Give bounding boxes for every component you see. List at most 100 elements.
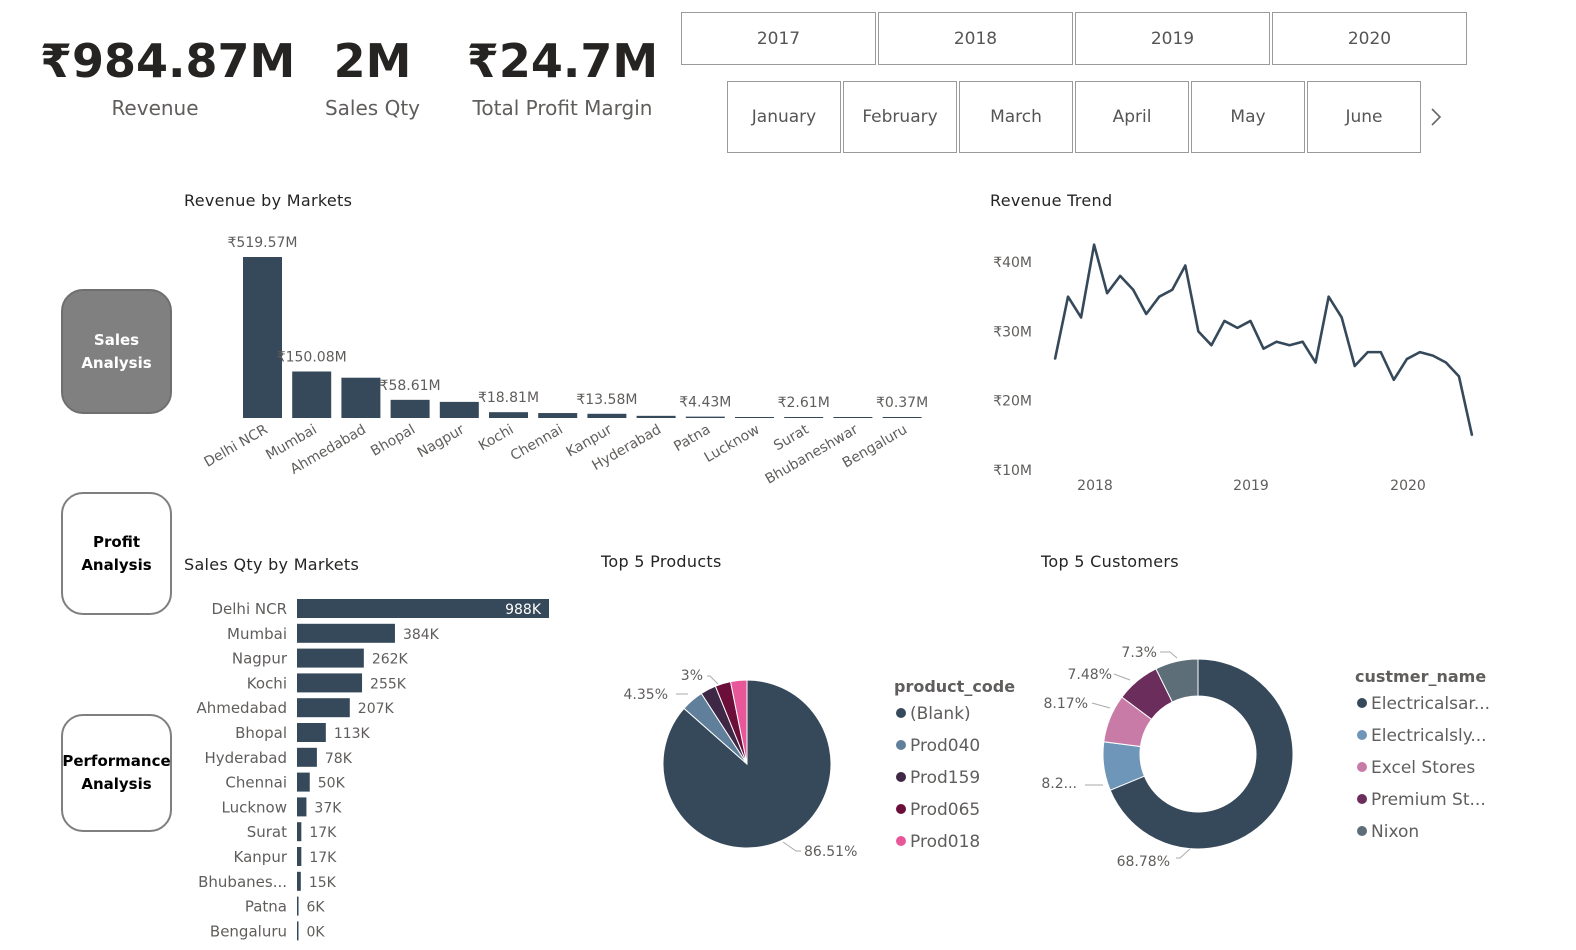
slice-label: 8.2...: [1041, 776, 1077, 792]
point: [1458, 375, 1460, 378]
y-tick-label: Patna: [245, 898, 287, 916]
bar: [243, 257, 282, 418]
point: [1262, 347, 1265, 350]
leader-line: [782, 841, 801, 852]
year-button-2020[interactable]: 2020: [1272, 12, 1467, 65]
slice-label: 7.3%: [1121, 645, 1157, 661]
data-label: 78K: [325, 751, 353, 767]
legend-marker: [1357, 762, 1367, 772]
month-button-april[interactable]: April: [1075, 81, 1189, 153]
bar: [297, 648, 364, 668]
data-label: ₹2.61M: [778, 395, 830, 411]
sales-qty-by-markets-title: Sales Qty by Markets: [184, 555, 360, 574]
year-button-2017[interactable]: 2017: [681, 12, 876, 65]
point: [1379, 351, 1382, 353]
legend-entry: Electricalsar...: [1371, 694, 1490, 714]
bar: [297, 599, 549, 618]
point: [1301, 340, 1304, 343]
legend-marker: [1357, 826, 1367, 836]
x-tick-label: Bhopal: [368, 422, 418, 460]
month-button-may[interactable]: May: [1191, 81, 1305, 153]
month-button-january[interactable]: January: [727, 81, 841, 153]
y-tick-label: Kochi: [247, 674, 287, 692]
data-label: 50K: [318, 776, 346, 792]
legend-entry: Prod065: [910, 800, 980, 820]
legend-entry: Premium St...: [1371, 790, 1486, 810]
month-button-february[interactable]: February: [843, 81, 957, 153]
performance-analysis-nav-button[interactable]: Performance Analysis: [61, 714, 172, 832]
month-button-march[interactable]: March: [959, 81, 1073, 153]
point: [1197, 330, 1200, 333]
data-label: 207K: [358, 701, 395, 717]
top-5-products-title: Top 5 Products: [601, 552, 722, 571]
legend-entry: Prod159: [910, 768, 980, 788]
legend-marker: [1357, 794, 1367, 804]
data-label: 988K: [505, 602, 542, 618]
point: [1445, 361, 1447, 364]
leader-line: [707, 675, 719, 685]
point: [1054, 358, 1056, 360]
data-label: ₹13.58M: [576, 392, 637, 408]
bar: [297, 921, 299, 941]
kpi-profit-margin-value: ₹24.7M: [466, 34, 659, 88]
x-tick-label: Nagpur: [415, 421, 468, 461]
sales-analysis-nav-button[interactable]: Sales Analysis: [61, 289, 172, 414]
bar: [297, 847, 302, 866]
legend-title: product_code: [894, 677, 1015, 696]
year-button-2018[interactable]: 2018: [878, 12, 1073, 65]
data-label: 17K: [309, 850, 337, 866]
point: [1223, 320, 1226, 322]
bar: [297, 747, 317, 767]
point: [1275, 340, 1278, 343]
x-tick-label: Delhi NCR: [201, 421, 270, 470]
slice-label: 8.17%: [1044, 696, 1088, 712]
y-tick-label: Mumbai: [227, 625, 287, 643]
point: [1067, 295, 1069, 298]
bar: [297, 797, 307, 817]
slice-label: 3%: [681, 668, 703, 684]
point: [1106, 292, 1108, 295]
chevron-right-icon[interactable]: [1426, 104, 1446, 130]
profit-analysis-nav-button[interactable]: Profit Analysis: [61, 492, 172, 615]
bar: [297, 772, 310, 792]
leader-line: [1160, 651, 1178, 659]
x-tick-label: 2020: [1390, 478, 1426, 494]
donut-slice: [1109, 658, 1294, 850]
bar: [292, 371, 332, 418]
revenue-trend-title: Revenue Trend: [990, 191, 1113, 210]
point: [1393, 379, 1395, 381]
bar: [390, 399, 430, 418]
series-line: [1053, 243, 1474, 436]
bar: [297, 723, 326, 742]
point: [1288, 344, 1291, 347]
bar: [341, 377, 381, 418]
data-label: 262K: [372, 652, 409, 668]
bar: [297, 896, 299, 916]
leader-line: [1113, 673, 1131, 681]
year-button-2019[interactable]: 2019: [1075, 12, 1270, 65]
x-tick-label: Chennai: [508, 422, 566, 465]
data-label: ₹58.61M: [380, 378, 441, 394]
slice-label: 7.48%: [1068, 667, 1112, 683]
bar: [882, 417, 922, 418]
legend-marker: [896, 708, 906, 718]
point: [1432, 354, 1434, 357]
point: [1119, 275, 1121, 277]
kpi-profit-margin-label: Total Profit Margin: [472, 96, 653, 120]
point: [1471, 434, 1473, 437]
legend-title: custmer_name: [1355, 667, 1486, 686]
legend-entry: (Blank): [910, 704, 971, 724]
slice-label: 86.51%: [804, 844, 857, 860]
y-tick-label: Ahmedabad: [196, 699, 287, 717]
point: [1132, 288, 1134, 291]
month-button-june[interactable]: June: [1307, 81, 1421, 153]
y-tick-label: Bengaluru: [210, 922, 287, 940]
data-label: 15K: [309, 875, 337, 891]
point: [1353, 365, 1356, 367]
legend-entry: Excel Stores: [1371, 758, 1475, 778]
y-tick-label: Lucknow: [222, 798, 288, 816]
point: [1093, 243, 1095, 246]
legend-marker: [896, 740, 906, 750]
y-tick-label: Kanpur: [234, 848, 288, 866]
point: [1366, 351, 1369, 353]
